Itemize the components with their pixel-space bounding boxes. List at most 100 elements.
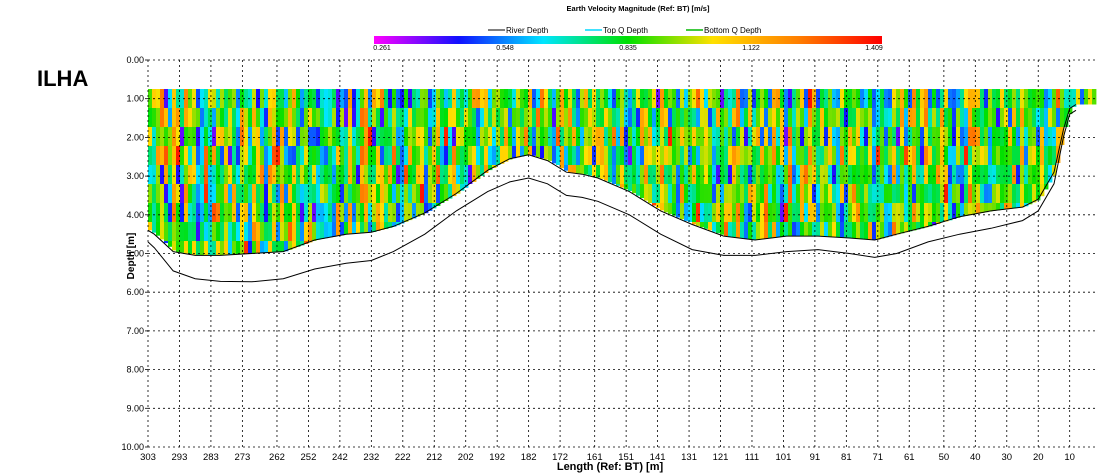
heatmap-cell: [464, 108, 469, 127]
heatmap-cell: [860, 203, 865, 222]
heatmap-cell: [672, 165, 677, 184]
heatmap-cell: [656, 203, 661, 208]
x-tick-label: 71: [873, 452, 884, 463]
heatmap-cell: [808, 146, 813, 165]
heatmap-cell: [784, 165, 789, 184]
heatmap-cell: [1008, 184, 1013, 203]
x-tick-label: 262: [269, 452, 285, 463]
heatmap-cell: [576, 108, 581, 127]
heatmap-cell: [364, 203, 369, 222]
heatmap-cell: [984, 89, 989, 108]
heatmap-cell: [1052, 127, 1057, 146]
heatmap-cell: [332, 146, 337, 165]
heatmap-cell: [172, 146, 177, 165]
heatmap-cell: [804, 89, 809, 108]
heatmap-cell: [792, 203, 797, 222]
heatmap-cell: [780, 203, 785, 222]
heatmap-cell: [852, 222, 857, 239]
heatmap-cell: [424, 89, 429, 108]
heatmap-cell: [620, 146, 625, 165]
heatmap-cell: [412, 184, 417, 203]
heatmap-cell: [768, 89, 773, 108]
heatmap-cell: [416, 127, 421, 146]
heatmap-cell: [160, 108, 165, 127]
heatmap-cell: [616, 127, 621, 146]
heatmap-cell: [780, 165, 785, 184]
heatmap-cell: [808, 108, 813, 127]
heatmap-cell: [884, 165, 889, 184]
heatmap-cell: [220, 108, 225, 127]
heatmap-cell: [712, 127, 717, 146]
heatmap-cell: [192, 184, 197, 203]
heatmap-cell: [976, 108, 981, 127]
heatmap-cell: [620, 165, 625, 184]
heatmap-cell: [800, 203, 805, 222]
heatmap-cell: [800, 108, 805, 127]
heatmap-cell: [908, 165, 913, 184]
heatmap-cell: [972, 184, 977, 203]
heatmap-cell: [336, 184, 341, 203]
heatmap-cell: [780, 222, 785, 237]
heatmap-cell: [900, 89, 905, 108]
heatmap-cell: [256, 146, 261, 165]
heatmap-cell: [664, 127, 669, 146]
heatmap-cell: [196, 222, 201, 241]
heatmap-cell: [444, 127, 449, 146]
heatmap-cell: [240, 165, 245, 184]
heatmap-cell: [244, 203, 249, 222]
heatmap-cell: [540, 89, 545, 108]
heatmap-cell: [744, 146, 749, 165]
heatmap-cell: [696, 108, 701, 127]
heatmap-cell: [272, 127, 277, 146]
heatmap-cell: [1036, 165, 1041, 184]
heatmap-cell: [236, 203, 241, 222]
heatmap-cell: [196, 203, 201, 222]
heatmap-cell: [1012, 203, 1017, 209]
heatmap-cell: [356, 146, 361, 165]
heatmap-cell: [172, 184, 177, 203]
heatmap-cell: [168, 222, 173, 241]
heatmap-cell: [872, 184, 877, 203]
axes: 0.001.002.003.004.005.006.007.008.009.00…: [121, 55, 1075, 463]
heatmap-cell: [176, 222, 181, 241]
heatmap-cell: [884, 222, 889, 238]
heatmap-cell: [276, 184, 281, 203]
heatmap-cell: [776, 146, 781, 165]
heatmap-cell: [996, 146, 1001, 165]
heatmap-cell: [420, 108, 425, 127]
heatmap-cell: [408, 127, 413, 146]
heatmap-cell: [908, 127, 913, 146]
heatmap-cell: [896, 184, 901, 203]
heatmap-cell: [440, 184, 445, 203]
heatmap-cell: [524, 89, 529, 108]
heatmap-cell: [500, 89, 505, 108]
heatmap-cell: [692, 127, 697, 146]
heatmap-cell: [196, 127, 201, 146]
heatmap-cell: [600, 108, 605, 127]
heatmap-cell: [868, 89, 873, 108]
heatmap-cell: [816, 108, 821, 127]
heatmap-cell: [772, 222, 777, 238]
heatmap-cell: [780, 108, 785, 127]
heatmap-cell: [920, 165, 925, 184]
heatmap-cell: [924, 146, 929, 165]
heatmap-cell: [196, 108, 201, 127]
heatmap-cell: [360, 146, 365, 165]
heatmap-cell: [176, 241, 181, 252]
heatmap-cell: [876, 184, 881, 203]
heatmap-cell: [568, 89, 573, 108]
heatmap-cell: [568, 127, 573, 146]
heatmap-cell: [708, 146, 713, 165]
heatmap-cell: [372, 108, 377, 127]
x-tick-label: 172: [552, 452, 568, 463]
heatmap-cell: [172, 108, 177, 127]
heatmap-cell: [808, 222, 813, 237]
heatmap-cell: [388, 127, 393, 146]
heatmap-cell: [944, 165, 949, 184]
heatmap-cell: [268, 203, 273, 222]
heatmap-cell: [704, 184, 709, 203]
heatmap-cell: [1048, 89, 1053, 108]
heatmap-cell: [376, 203, 381, 222]
heatmap-cell: [880, 203, 885, 222]
heatmap-cell: [944, 89, 949, 108]
